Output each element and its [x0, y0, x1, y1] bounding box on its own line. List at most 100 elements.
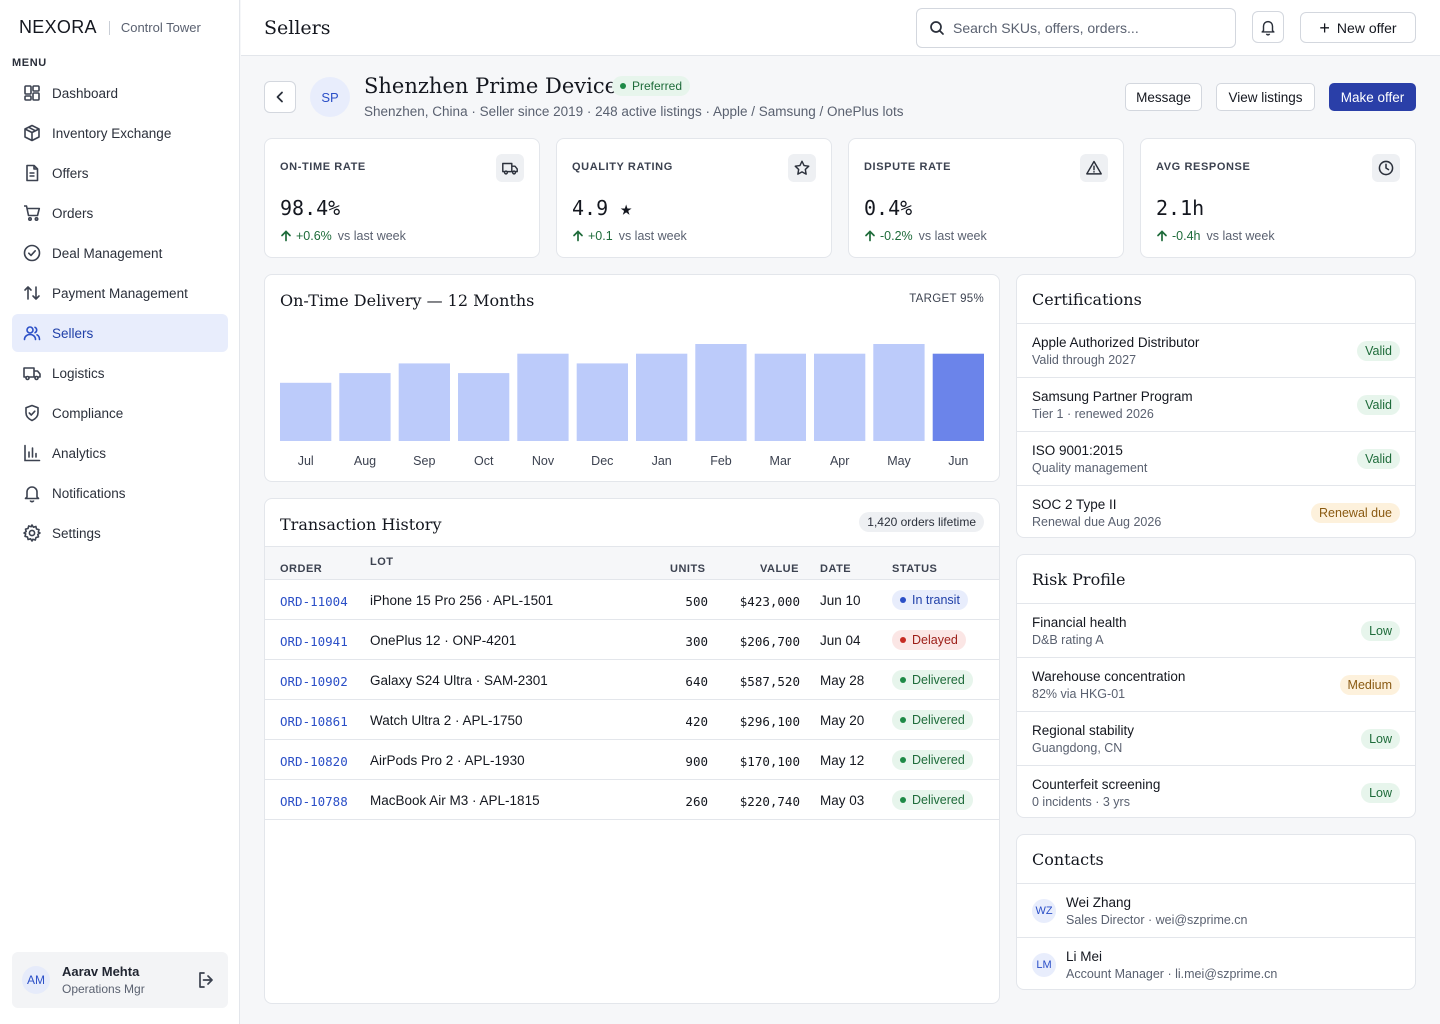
- units-cell: 900: [685, 754, 708, 769]
- table-row[interactable]: ORD-11004 iPhone 15 Pro 256 · APL-1501 5…: [265, 580, 999, 620]
- list-item[interactable]: Samsung Partner Program Tier 1 · renewed…: [1017, 377, 1415, 431]
- chart-bar-aug[interactable]: [339, 373, 391, 441]
- chart-bar-oct[interactable]: [458, 373, 510, 441]
- search-box[interactable]: [916, 8, 1236, 48]
- contact-item[interactable]: WZ Wei Zhang Sales Director · wei@szprim…: [1017, 883, 1415, 937]
- table-row[interactable]: ORD-10820 AirPods Pro 2 · APL-1930 900 $…: [265, 740, 999, 780]
- column-date[interactable]: DATE: [820, 563, 852, 575]
- sidebar-item-logistics[interactable]: Logistics: [12, 354, 228, 392]
- order-id-link[interactable]: ORD-10861: [280, 714, 348, 729]
- contact-item[interactable]: LM Li Mei Account Manager · li.mei@szpri…: [1017, 937, 1415, 991]
- chart-bar-jun[interactable]: [932, 353, 984, 441]
- sidebar-item-sellers[interactable]: Sellers: [12, 314, 228, 352]
- message-button[interactable]: Message: [1125, 83, 1202, 111]
- status-badge: Delivered: [892, 670, 973, 690]
- date-cell: May 03: [820, 793, 865, 808]
- order-id-link[interactable]: ORD-10941: [280, 634, 348, 649]
- sidebar-item-dashboard[interactable]: Dashboard: [12, 74, 228, 112]
- brand-logo: NEXORA: [19, 17, 97, 37]
- status-dot: [900, 797, 906, 803]
- order-id-link[interactable]: ORD-10902: [280, 674, 348, 689]
- sidebar-item-label: Orders: [52, 205, 94, 221]
- list-item[interactable]: SOC 2 Type II Renewal due Aug 2026 Renew…: [1017, 485, 1415, 539]
- units-cell: 300: [685, 634, 708, 649]
- transactions-title: Transaction History: [280, 515, 442, 534]
- make-offer-button[interactable]: Make offer: [1329, 83, 1416, 111]
- column-lot[interactable]: LOT: [370, 556, 394, 568]
- column-order[interactable]: ORDER: [280, 563, 323, 575]
- search-input[interactable]: [953, 20, 1223, 36]
- chart-target: TARGET 95%: [909, 293, 984, 305]
- date-cell: May 20: [820, 713, 865, 728]
- chart-bar-sep[interactable]: [398, 363, 450, 441]
- status-badge: Renewal due: [1311, 503, 1400, 523]
- arrows-icon: [22, 283, 42, 303]
- status-label: Delivered: [912, 713, 965, 727]
- list-item[interactable]: Apple Authorized Distributor Valid throu…: [1017, 323, 1415, 377]
- order-id-link[interactable]: ORD-11004: [280, 594, 348, 609]
- notifications-button[interactable]: [1252, 11, 1284, 43]
- back-button[interactable]: [264, 81, 296, 113]
- sidebar-item-label: Payment Management: [52, 285, 188, 301]
- date-cell: Jun 04: [820, 633, 861, 648]
- chart-bar-nov[interactable]: [517, 353, 569, 441]
- chevron-left-icon: [273, 90, 287, 104]
- table-row[interactable]: ORD-10788 MacBook Air M3 · APL-1815 260 …: [265, 780, 999, 820]
- column-units[interactable]: UNITS: [670, 563, 706, 575]
- sidebar-item-label: Settings: [52, 525, 101, 541]
- status-dot: [900, 637, 906, 643]
- view-listings-button[interactable]: View listings: [1216, 83, 1315, 111]
- list-item[interactable]: ISO 9001:2015 Quality management Valid: [1017, 431, 1415, 485]
- table-row[interactable]: ORD-10861 Watch Ultra 2 · APL-1750 420 $…: [265, 700, 999, 740]
- new-offer-button[interactable]: + New offer: [1300, 12, 1416, 43]
- table-row[interactable]: ORD-10941 OnePlus 12 · ONP-4201 300 $206…: [265, 620, 999, 660]
- brand[interactable]: NEXORA Control Tower: [19, 17, 201, 38]
- sidebar-nav: Dashboard Inventory Exchange Offers Orde…: [12, 74, 228, 554]
- column-status[interactable]: STATUS: [892, 563, 938, 575]
- list-item[interactable]: Regional stability Guangdong, CN Low: [1017, 711, 1415, 765]
- status-badge: Delivered: [892, 710, 973, 730]
- kpi-delta: +0.1 vs last week: [572, 229, 687, 243]
- status-badge: Delivered: [892, 750, 973, 770]
- sidebar-item-orders[interactable]: Orders: [12, 194, 228, 232]
- sidebar-item-compliance[interactable]: Compliance: [12, 394, 228, 432]
- list-item[interactable]: Counterfeit screening 0 incidents · 3 yr…: [1017, 765, 1415, 819]
- search-icon: [929, 20, 945, 36]
- date-cell: May 12: [820, 753, 865, 768]
- logout-icon[interactable]: [196, 970, 216, 990]
- risk-badge: Low: [1361, 783, 1400, 803]
- chart-bar-jul[interactable]: [280, 382, 332, 441]
- value-cell: $587,520: [739, 674, 800, 689]
- list-item[interactable]: Warehouse concentration 82% via HKG-01 M…: [1017, 657, 1415, 711]
- chart-tick-label: Apr: [830, 454, 849, 468]
- chart-bar-may[interactable]: [873, 344, 925, 441]
- sidebar-item-analytics[interactable]: Analytics: [12, 434, 228, 472]
- user-role: Operations Mgr: [62, 982, 145, 996]
- item-title: Counterfeit screening: [1032, 777, 1161, 792]
- chart-bar-jan[interactable]: [636, 353, 688, 441]
- order-id-link[interactable]: ORD-10820: [280, 754, 348, 769]
- sidebar-item-deal-management[interactable]: Deal Management: [12, 234, 228, 272]
- sidebar-item-inventory-exchange[interactable]: Inventory Exchange: [12, 114, 228, 152]
- chart-bar-mar[interactable]: [754, 353, 806, 441]
- box-icon: [22, 123, 42, 143]
- sidebar-item-payment-management[interactable]: Payment Management: [12, 274, 228, 312]
- sidebar-item-offers[interactable]: Offers: [12, 154, 228, 192]
- user-card[interactable]: AM Aarav Mehta Operations Mgr: [12, 952, 228, 1008]
- column-value[interactable]: VALUE: [760, 563, 799, 575]
- list-item[interactable]: Financial health D&B rating A Low: [1017, 603, 1415, 657]
- sidebar-item-settings[interactable]: Settings: [12, 514, 228, 552]
- table-row[interactable]: ORD-10902 Galaxy S24 Ultra · SAM-2301 64…: [265, 660, 999, 700]
- page-title: Sellers: [264, 17, 331, 39]
- sidebar-item-notifications[interactable]: Notifications: [12, 474, 228, 512]
- kpi-delta: -0.2% vs last week: [864, 229, 987, 243]
- value-cell: $170,100: [739, 754, 800, 769]
- chart-tick-label: Oct: [474, 454, 494, 468]
- chart-bar-dec[interactable]: [576, 363, 628, 441]
- chart-tick-label: Mar: [770, 454, 792, 468]
- chart-tick-label: Nov: [532, 454, 555, 468]
- chart-bar-feb[interactable]: [695, 344, 747, 441]
- chart-bar-apr[interactable]: [814, 353, 866, 441]
- kpi-card-quality-rating: QUALITY RATING 4.9 ★ +0.1 vs last week: [556, 138, 832, 258]
- order-id-link[interactable]: ORD-10788: [280, 794, 348, 809]
